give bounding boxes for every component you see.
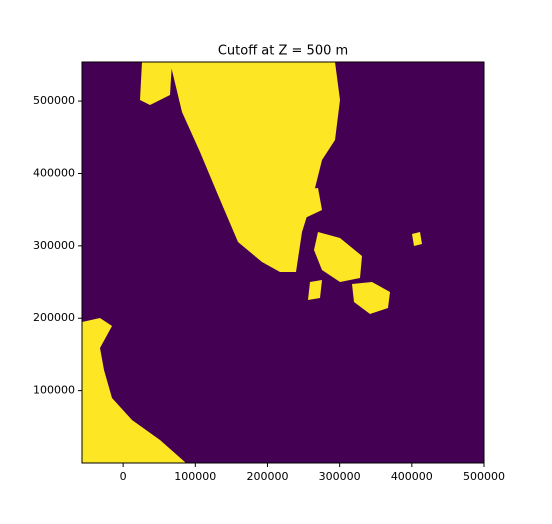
y-tick-label: 100000: [33, 384, 75, 397]
x-tick-label: 100000: [174, 470, 216, 483]
x-tick-label: 400000: [391, 470, 433, 483]
mask-region: [314, 232, 362, 282]
mask-region: [140, 62, 172, 105]
y-tick-label: 400000: [33, 166, 75, 179]
y-tick-label: 200000: [33, 311, 75, 324]
mask-region: [170, 62, 340, 272]
mask-region: [308, 280, 322, 300]
mask-region: [82, 318, 186, 463]
mask-region: [300, 188, 322, 218]
mask-region: [352, 282, 390, 314]
chart-title: Cutoff at Z = 500 m: [218, 44, 348, 59]
plot-frame: [81, 61, 485, 464]
x-tick-label: 200000: [246, 470, 288, 483]
image: [82, 62, 484, 463]
y-tick-label: 300000: [33, 239, 75, 252]
x-tick-label: 500000: [463, 470, 505, 483]
x-tick-label: 300000: [319, 470, 361, 483]
x-tick-label: 0: [120, 470, 127, 483]
mask-region: [412, 232, 422, 246]
y-tick-label: 500000: [33, 94, 75, 107]
